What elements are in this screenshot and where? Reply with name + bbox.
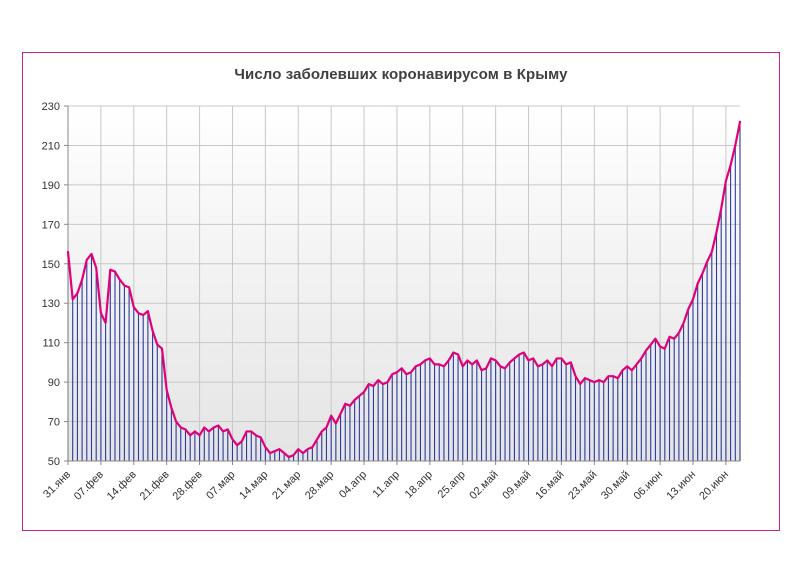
x-tick-label: 16.май	[533, 469, 566, 502]
plot-area	[68, 106, 740, 461]
x-tick-label: 18.апр	[403, 469, 435, 501]
x-tick-label: 21.фев	[138, 469, 172, 503]
x-tick-label: 07.фев	[72, 469, 106, 503]
x-tick-label: 14.мар	[237, 469, 270, 502]
x-tick-label: 02.май	[467, 469, 500, 502]
x-tick-label: 07.мар	[204, 469, 237, 502]
x-tick-label: 25.апр	[436, 469, 468, 501]
y-tick-label: 130	[42, 298, 60, 310]
x-tick-label: 14.фев	[105, 469, 139, 503]
x-tick-label: 28.мар	[303, 469, 336, 502]
y-tick-label: 70	[48, 417, 60, 429]
y-tick-label: 150	[42, 259, 60, 271]
chart-title: Число заболевших коронавирусом в Крыму	[234, 66, 568, 83]
y-tick-label: 110	[42, 338, 60, 350]
x-tick-label: 28.фев	[171, 469, 205, 503]
x-tick-label: 13.июн	[664, 469, 698, 503]
x-tick-label: 06.июн	[631, 469, 665, 503]
y-tick-label: 170	[42, 219, 60, 231]
x-tick-label: 31.янв	[41, 469, 73, 501]
x-tick-label: 20.июн	[697, 469, 731, 503]
x-tick-label: 09.май	[500, 469, 533, 502]
x-tick-label: 11.апр	[370, 469, 402, 501]
x-tick-label: 30.май	[599, 469, 632, 502]
y-tick-label: 50	[48, 456, 60, 468]
x-tick-label: 21.мар	[270, 469, 303, 502]
y-tick-label: 90	[48, 377, 60, 389]
y-tick-label: 210	[42, 140, 60, 152]
series-line	[66, 120, 742, 459]
y-tick-label: 190	[42, 180, 60, 192]
x-tick-label: 23.май	[566, 469, 599, 502]
y-tick-label: 230	[42, 101, 60, 113]
x-tick-label: 04.апр	[337, 469, 369, 501]
